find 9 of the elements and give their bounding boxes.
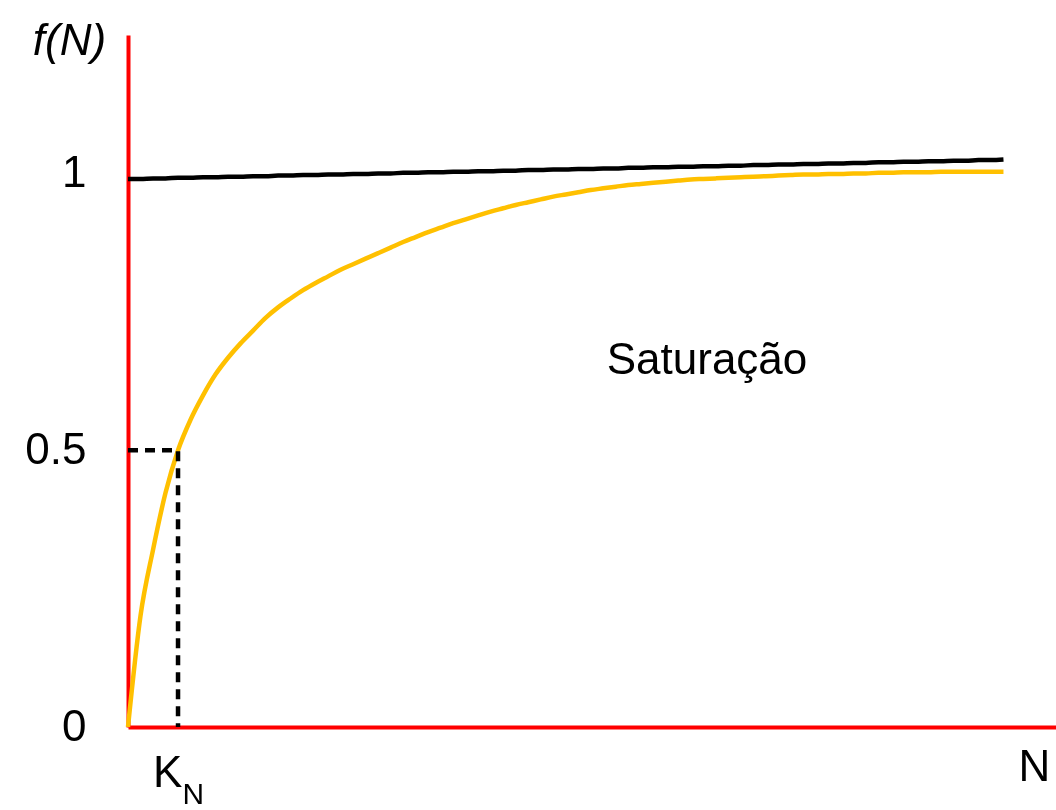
line-series xyxy=(125,157,1006,182)
line-series xyxy=(125,169,1006,730)
x-tick-label: K$_{N}$ xyxy=(153,746,205,809)
annotation: Saturação xyxy=(606,334,808,383)
y-tick-label: 0.5 xyxy=(25,423,87,473)
y-tick-label: 0 xyxy=(62,700,87,750)
y-tick-label: 1 xyxy=(62,146,87,196)
x-axis-title: N xyxy=(1018,740,1051,790)
y-axis-title: f(N) xyxy=(32,14,107,64)
